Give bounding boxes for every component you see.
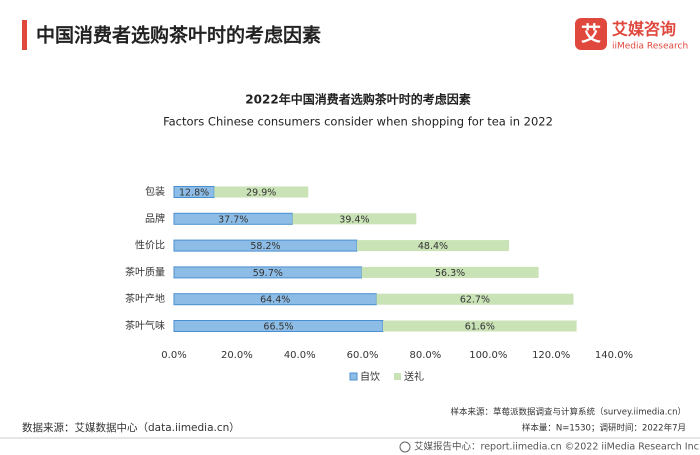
- logo-icon: [575, 18, 607, 50]
- report: 艾媒报告中心：report.iimedia.cn ©2022 iiMedia R…: [414, 441, 699, 453]
- value-label: 58.2%: [250, 241, 280, 252]
- x-tick-label: 100.0%: [469, 350, 507, 361]
- bar-segment: [292, 213, 417, 225]
- value-label: 29.9%: [246, 188, 276, 199]
- chart-subtitle: Factors Chinese consumers consider when …: [163, 115, 553, 129]
- y-tick-label: 茶叶气味: [125, 319, 165, 332]
- bar-segment: [361, 266, 539, 278]
- footer-icon: [399, 441, 411, 453]
- y-tick-label: 茶叶质量: [125, 265, 165, 278]
- value-label: 62.7%: [460, 295, 490, 306]
- bar-segment: [356, 240, 510, 252]
- value-label: 48.4%: [418, 241, 448, 252]
- legend-label: 自饮: [360, 370, 380, 383]
- value-label: 39.4%: [339, 214, 369, 225]
- y-tick-label: 性价比: [135, 239, 165, 252]
- bar-segment: [383, 320, 577, 332]
- value-label: 64.4%: [260, 295, 290, 306]
- y-tick-label: 品牌: [145, 212, 165, 225]
- logo-mark: 艾: [581, 22, 601, 46]
- chart-title: 2022年中国消费者选购茶叶时的考虑因素: [245, 92, 470, 107]
- x-tick-label: 140.0%: [595, 350, 633, 361]
- value-label: 59.7%: [253, 268, 283, 279]
- value-label: 66.5%: [263, 322, 293, 333]
- logo-name: 艾媒咨询: [612, 20, 676, 39]
- legend-label: 送礼: [404, 370, 424, 383]
- value-label: 37.7%: [218, 214, 248, 225]
- x-tick-label: 0.0%: [161, 350, 186, 361]
- logo-sub: iiMedia Research: [612, 42, 688, 52]
- bar-segment: [376, 293, 574, 305]
- y-tick-label: 茶叶产地: [125, 292, 165, 305]
- x-tick-label: 80.0%: [410, 350, 442, 361]
- x-tick-label: 20.0%: [221, 350, 253, 361]
- x-tick-label: 40.0%: [284, 350, 316, 361]
- page-title: 中国消费者选购茶叶时的考虑因素: [36, 24, 321, 47]
- source: 数据来源：艾媒数据中心（data.iimedia.cn）: [22, 421, 240, 434]
- value-label: 56.3%: [435, 268, 465, 279]
- bar-segment: [214, 186, 309, 198]
- sample-source: 样本来源：草莓派数据调查与计算系统（survey.iimedia.cn）: [450, 407, 686, 418]
- y-tick-label: 包装: [145, 185, 165, 198]
- x-tick-label: 120.0%: [532, 350, 570, 361]
- title-accent: [22, 20, 27, 50]
- legend-swatch: [394, 373, 401, 380]
- legend-swatch: [349, 372, 358, 381]
- sample-size: 样本量：N=1530；调研时间：2022年7月: [522, 423, 686, 434]
- value-label: 61.6%: [465, 322, 495, 333]
- value-label: 12.8%: [179, 188, 209, 199]
- x-tick-label: 60.0%: [347, 350, 379, 361]
